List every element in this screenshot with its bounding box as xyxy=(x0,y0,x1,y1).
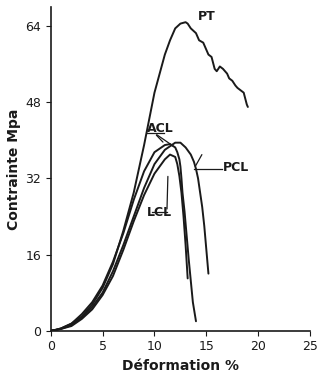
X-axis label: Déformation %: Déformation % xyxy=(122,359,239,373)
Text: PCL: PCL xyxy=(223,161,249,174)
Text: LCL: LCL xyxy=(147,206,172,220)
Text: ACL: ACL xyxy=(147,122,174,135)
Y-axis label: Contrainte Mpa: Contrainte Mpa xyxy=(7,108,21,230)
Text: PT: PT xyxy=(198,10,216,23)
